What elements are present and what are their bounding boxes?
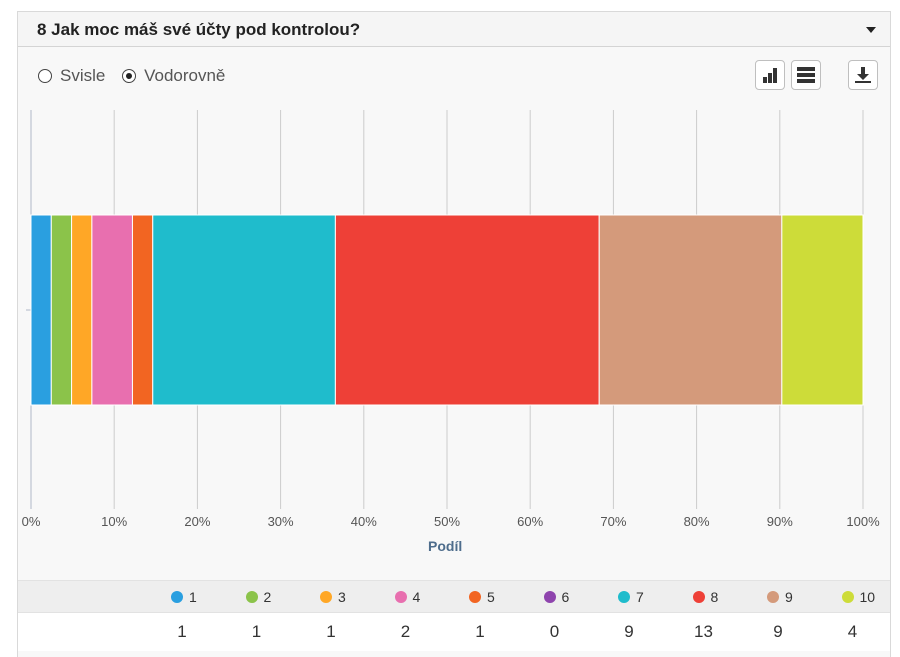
legend-label: 10 [859, 589, 876, 605]
x-tick-label: 70% [600, 514, 626, 529]
count-value-8: 13 [694, 622, 713, 641]
count-value-2: 1 [251, 622, 262, 641]
legend-swatch [245, 591, 258, 603]
radio-horizontal-label: Vodorovně [144, 66, 226, 85]
x-tick-label: 100% [846, 514, 880, 529]
legend-item-5[interactable]: 5 [469, 589, 495, 605]
legend-swatch [320, 591, 332, 603]
chevron-down-icon[interactable] [866, 27, 876, 33]
bar-segment-7[interactable] [152, 214, 336, 406]
legend-swatch [767, 591, 779, 603]
legend-item-3[interactable]: 3 [320, 589, 346, 605]
legend-item-7[interactable]: 7 [618, 589, 644, 605]
bar-segment-10[interactable] [781, 214, 864, 406]
radio-vertical-label: Svisle [60, 66, 106, 85]
count-value-10: 4 [847, 622, 858, 641]
legend-label: 6 [561, 589, 570, 605]
legend-swatch [692, 591, 705, 603]
count-value-9: 9 [773, 622, 783, 641]
question-title: 8 Jak moc máš své účty pod kontrolou? [37, 20, 361, 39]
x-tick-label: 0% [22, 514, 41, 529]
count-value-4: 2 [400, 622, 411, 641]
question-header[interactable]: 8 Jak moc máš své účty pod kontrolou? [18, 12, 890, 47]
legend-label: 9 [785, 589, 793, 605]
legend-swatch [171, 591, 183, 603]
count-value-6: 0 [549, 622, 560, 641]
legend-label: 7 [636, 589, 644, 605]
legend-item-1[interactable]: 1 [171, 589, 197, 605]
radio-vertical-dot[interactable] [38, 69, 52, 83]
bar-segment-8[interactable] [334, 214, 600, 406]
legend-label: 1 [189, 589, 197, 605]
legend: 1 2 3 4 5 6 7 8 9 10 [18, 580, 890, 613]
x-tick-label: 10% [101, 514, 127, 529]
bar-segment-4[interactable] [91, 214, 133, 406]
orientation-switch: Svisle Vodorovně [38, 66, 237, 88]
legend-swatch [618, 591, 630, 603]
legend-swatch [394, 591, 407, 603]
legend-label: 4 [412, 589, 421, 605]
x-tick-label: 80% [684, 514, 710, 529]
count-value-1: 1 [177, 622, 187, 641]
bar-segment-5[interactable] [131, 214, 154, 406]
x-tick-label: 90% [767, 514, 793, 529]
x-tick-label: 30% [268, 514, 294, 529]
bar-segment-3[interactable] [71, 214, 93, 406]
x-tick-label: 20% [184, 514, 210, 529]
legend-label: 5 [487, 589, 495, 605]
count-value-3: 1 [326, 622, 336, 641]
radio-vertical[interactable]: Svisle [38, 66, 105, 86]
legend-swatch [469, 591, 481, 603]
download-icon [855, 67, 871, 83]
bar-segment-2[interactable] [50, 214, 73, 406]
bar-segment-1[interactable] [30, 214, 52, 406]
stacked-bar-chart: 0% 10% 20% 30% 40% 50% 60% 70% 80% 90% 100% [22, 110, 880, 529]
radio-horizontal-dot[interactable] [122, 69, 137, 83]
legend-item-10[interactable]: 10 [841, 589, 876, 605]
radio-horizontal[interactable]: Vodorovně [122, 66, 225, 86]
legend-item-2[interactable]: 2 [245, 589, 272, 605]
count-value-7: 9 [624, 622, 634, 641]
legend-label: 3 [338, 589, 346, 605]
legend-item-4[interactable]: 4 [394, 589, 421, 605]
legend-item-6[interactable]: 6 [543, 589, 570, 605]
legend-label: 8 [710, 589, 719, 605]
question-panel: 8 Jak moc máš své účty pod kontrolou? Sv… [17, 11, 891, 657]
x-axis-title: Podíl [428, 538, 463, 554]
bar-chart-button[interactable] [755, 60, 785, 90]
legend-item-9[interactable]: 9 [767, 589, 793, 605]
count-value-5: 1 [475, 622, 485, 641]
stacked-bar-button[interactable] [791, 60, 821, 90]
bar-chart-icon [763, 68, 777, 83]
x-tick-label: 60% [517, 514, 543, 529]
x-tick-label: 50% [434, 514, 460, 529]
legend-swatch [841, 591, 854, 603]
legend-label: 2 [263, 589, 272, 605]
x-tick-label: 40% [351, 514, 377, 529]
counts-row: 1 1 1 2 1 0 9 13 9 4 [18, 612, 890, 651]
legend-swatch [543, 591, 556, 603]
bar-segment-9[interactable] [598, 214, 783, 406]
legend-item-8[interactable]: 8 [692, 589, 719, 605]
stacked-bar-icon [797, 67, 815, 83]
download-button[interactable] [848, 60, 878, 90]
